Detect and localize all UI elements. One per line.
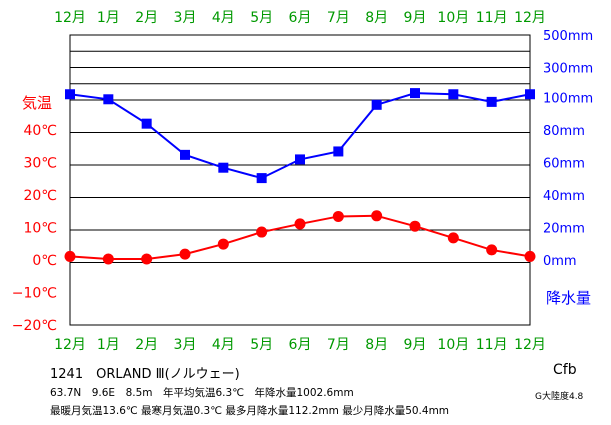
precipitation-point: [180, 149, 190, 160]
precipitation-point: [218, 162, 229, 173]
precipitation-point: [65, 89, 75, 100]
month-label-bottom: 2月: [135, 337, 158, 353]
month-labels-top: 12月 1月 2月 3月 4月 5月 6月 7月 8月 9月 10月 11月 12月: [54, 10, 546, 26]
month-label-top: 12月: [514, 10, 546, 26]
month-label-top: 4月: [212, 10, 235, 26]
month-label-top: 12月: [54, 10, 86, 26]
month-label-top: 11月: [476, 10, 508, 26]
month-label-bottom: 11月: [476, 337, 508, 353]
month-labels-bottom: 12月 1月 2月 3月 4月 5月 6月 7月 8月 9月 10月 11月 12月: [54, 337, 546, 353]
month-label-top: 8月: [365, 10, 388, 26]
month-label-top: 5月: [250, 10, 273, 26]
precipitation-tick-label: 60mm: [543, 157, 585, 172]
precipitation-point: [410, 88, 420, 99]
temperature-axis-ticks: −20℃ −10℃ 0℃ 10℃ 20℃ 30℃ 40℃: [12, 123, 57, 334]
temperature-point: [102, 253, 114, 265]
precipitation-tick-label: 40mm: [543, 189, 585, 204]
temperature-point: [409, 220, 421, 232]
month-label-bottom: 12月: [54, 337, 86, 353]
precipitation-tick-label: 0mm: [543, 254, 577, 269]
precipitation-tick-label: 500mm: [543, 29, 593, 44]
precipitation-point: [141, 118, 152, 129]
month-label-top: 6月: [289, 10, 312, 26]
temperature-tick-label: 30℃: [23, 156, 57, 172]
month-label-top: 9月: [404, 10, 427, 26]
continentality-index: G大陸度4.8: [535, 392, 584, 402]
precipitation-series: [65, 88, 535, 184]
month-label-bottom: 12月: [514, 337, 546, 353]
chart-grid: [69, 34, 531, 326]
month-label-top: 2月: [135, 10, 158, 26]
precipitation-axis-label: 降水量: [546, 289, 591, 307]
month-label-bottom: 7月: [327, 337, 350, 353]
precipitation-tick-label: 20mm: [543, 222, 585, 237]
station-details-line2: 最暖月気温13.6℃ 最寒月気温0.3℃ 最多月降水量112.2mm 最少月降水…: [50, 405, 450, 417]
precipitation-point: [333, 146, 344, 157]
precipitation-tick-label: 100mm: [543, 92, 593, 107]
temperature-point: [141, 253, 153, 265]
month-label-bottom: 1月: [97, 337, 120, 353]
temperature-point: [332, 210, 344, 222]
month-label-bottom: 5月: [250, 337, 273, 353]
precipitation-point: [448, 89, 459, 100]
temperature-axis-label: 気温: [22, 94, 52, 112]
month-label-top: 3月: [174, 10, 197, 26]
precipitation-axis-ticks: 0mm 20mm 40mm 60mm 80mm 100mm 300mm 500mm: [543, 29, 593, 269]
temperature-point: [447, 232, 459, 244]
temperature-point: [486, 244, 498, 256]
month-label-bottom: 6月: [289, 337, 312, 353]
month-label-top: 7月: [327, 10, 350, 26]
precipitation-point: [486, 96, 497, 107]
precipitation-point: [256, 173, 267, 184]
station-name: 1241 ORLAND Ⅲ(ノルウェー): [50, 367, 240, 382]
temperature-point: [371, 210, 383, 222]
station-details-line1: 63.7N 9.6E 8.5m 年平均気温6.3℃ 年降水量1002.6mm: [50, 387, 354, 399]
temperature-point: [524, 250, 536, 262]
temperature-point: [256, 226, 268, 238]
temperature-point: [294, 218, 306, 230]
month-label-bottom: 4月: [212, 337, 235, 353]
temperature-tick-label: 20℃: [23, 188, 57, 204]
temperature-tick-label: −20℃: [12, 318, 57, 334]
precipitation-point: [525, 89, 535, 100]
temperature-tick-label: −10℃: [12, 286, 57, 302]
precipitation-tick-label: 300mm: [543, 62, 593, 77]
precipitation-point: [371, 99, 382, 110]
temperature-point: [179, 248, 191, 260]
precipitation-point: [295, 154, 305, 165]
month-label-bottom: 10月: [437, 337, 469, 353]
temperature-tick-label: 10℃: [23, 221, 57, 237]
temperature-series: [64, 210, 536, 265]
month-label-bottom: 3月: [174, 337, 197, 353]
month-label-bottom: 9月: [404, 337, 427, 353]
temperature-tick-label: 0℃: [32, 253, 57, 269]
month-label-top: 10月: [437, 10, 469, 26]
plot-frame: [69, 34, 531, 326]
month-label-top: 1月: [97, 10, 120, 26]
koppen-class: Cfb: [553, 362, 577, 378]
temperature-point: [217, 238, 229, 250]
precipitation-tick-label: 80mm: [543, 124, 585, 139]
precipitation-point: [103, 94, 114, 105]
temperature-point: [64, 250, 76, 262]
temperature-tick-label: 40℃: [23, 123, 57, 139]
month-label-bottom: 8月: [365, 337, 388, 353]
